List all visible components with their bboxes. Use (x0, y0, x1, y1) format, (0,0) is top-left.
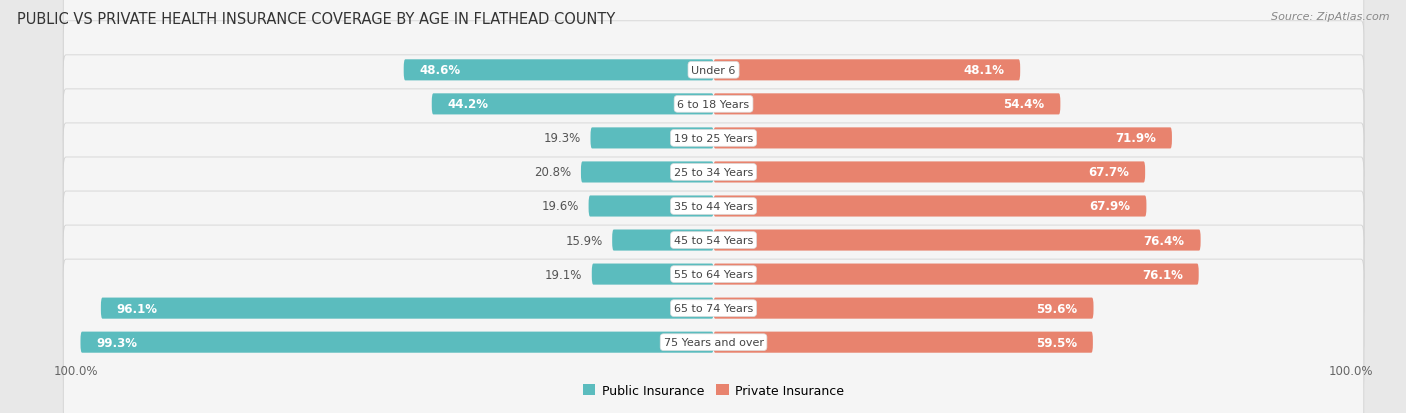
Text: 15.9%: 15.9% (565, 234, 603, 247)
Text: 76.1%: 76.1% (1142, 268, 1182, 281)
Text: 19.3%: 19.3% (544, 132, 581, 145)
Text: 67.7%: 67.7% (1088, 166, 1129, 179)
FancyBboxPatch shape (589, 196, 713, 217)
Text: Under 6: Under 6 (692, 66, 735, 76)
Text: 19 to 25 Years: 19 to 25 Years (673, 133, 754, 144)
FancyBboxPatch shape (101, 298, 713, 319)
FancyBboxPatch shape (713, 128, 1173, 149)
FancyBboxPatch shape (581, 162, 713, 183)
Text: 67.9%: 67.9% (1090, 200, 1130, 213)
Text: 75 Years and over: 75 Years and over (664, 337, 763, 347)
Text: Source: ZipAtlas.com: Source: ZipAtlas.com (1271, 12, 1389, 22)
Text: 99.3%: 99.3% (97, 336, 138, 349)
FancyBboxPatch shape (713, 264, 1199, 285)
FancyBboxPatch shape (713, 196, 1146, 217)
Text: PUBLIC VS PRIVATE HEALTH INSURANCE COVERAGE BY AGE IN FLATHEAD COUNTY: PUBLIC VS PRIVATE HEALTH INSURANCE COVER… (17, 12, 614, 27)
Text: 19.1%: 19.1% (546, 268, 582, 281)
FancyBboxPatch shape (713, 332, 1092, 353)
Text: 6 to 18 Years: 6 to 18 Years (678, 100, 749, 109)
FancyBboxPatch shape (612, 230, 713, 251)
Text: 35 to 44 Years: 35 to 44 Years (673, 202, 754, 211)
FancyBboxPatch shape (404, 60, 713, 81)
Text: 48.6%: 48.6% (419, 64, 461, 77)
Text: 55 to 64 Years: 55 to 64 Years (673, 269, 754, 280)
FancyBboxPatch shape (63, 158, 1364, 323)
Text: 76.4%: 76.4% (1143, 234, 1185, 247)
FancyBboxPatch shape (63, 192, 1364, 357)
FancyBboxPatch shape (63, 56, 1364, 221)
FancyBboxPatch shape (713, 60, 1021, 81)
FancyBboxPatch shape (63, 90, 1364, 255)
FancyBboxPatch shape (713, 298, 1094, 319)
Text: 25 to 34 Years: 25 to 34 Years (673, 168, 754, 178)
FancyBboxPatch shape (592, 264, 713, 285)
Text: 65 to 74 Years: 65 to 74 Years (673, 304, 754, 313)
Text: 59.6%: 59.6% (1036, 302, 1077, 315)
Text: 96.1%: 96.1% (117, 302, 157, 315)
FancyBboxPatch shape (63, 259, 1364, 413)
FancyBboxPatch shape (63, 22, 1364, 188)
FancyBboxPatch shape (713, 162, 1144, 183)
Legend: Public Insurance, Private Insurance: Public Insurance, Private Insurance (578, 379, 849, 402)
Text: 45 to 54 Years: 45 to 54 Years (673, 235, 754, 245)
Text: 54.4%: 54.4% (1004, 98, 1045, 111)
FancyBboxPatch shape (63, 0, 1364, 154)
Text: 19.6%: 19.6% (541, 200, 579, 213)
Text: 48.1%: 48.1% (963, 64, 1004, 77)
FancyBboxPatch shape (591, 128, 713, 149)
FancyBboxPatch shape (63, 225, 1364, 391)
Text: 20.8%: 20.8% (534, 166, 571, 179)
FancyBboxPatch shape (713, 230, 1201, 251)
FancyBboxPatch shape (713, 94, 1060, 115)
FancyBboxPatch shape (63, 123, 1364, 290)
FancyBboxPatch shape (432, 94, 713, 115)
FancyBboxPatch shape (80, 332, 713, 353)
Text: 59.5%: 59.5% (1036, 336, 1077, 349)
Text: 44.2%: 44.2% (447, 98, 489, 111)
Text: 71.9%: 71.9% (1115, 132, 1156, 145)
